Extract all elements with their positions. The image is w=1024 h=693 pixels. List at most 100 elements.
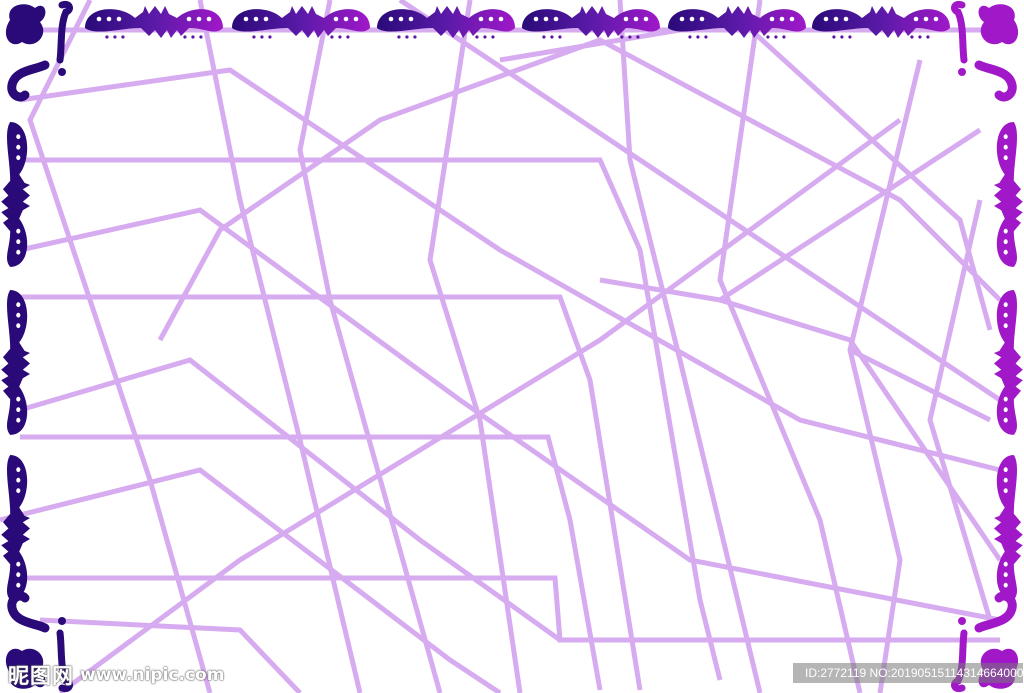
motif-dot bbox=[116, 16, 122, 22]
motif-dot bbox=[397, 35, 401, 39]
corner-motif bbox=[5, 591, 73, 693]
motif-shape bbox=[1, 455, 30, 600]
motif-dot bbox=[823, 16, 829, 22]
motif-dot bbox=[832, 35, 836, 39]
lattice-line bbox=[20, 157, 723, 681]
corner-dot bbox=[958, 68, 966, 76]
motif-dot bbox=[926, 35, 930, 39]
motif-dot bbox=[330, 35, 334, 39]
motif-dot bbox=[199, 35, 203, 39]
motif-dot bbox=[1003, 228, 1008, 234]
motif-dot bbox=[16, 561, 21, 567]
lattice-line bbox=[848, 347, 992, 423]
lattice-line bbox=[719, 297, 1003, 562]
motif-dot bbox=[16, 239, 21, 245]
motif-dot bbox=[16, 312, 21, 318]
motif-dot bbox=[1003, 239, 1008, 245]
motif-dot bbox=[1003, 582, 1008, 588]
motif-dot bbox=[633, 16, 639, 22]
motif-dot bbox=[16, 407, 21, 413]
motif-dot bbox=[16, 302, 21, 308]
border-motif bbox=[377, 6, 515, 39]
motif-dot bbox=[704, 35, 708, 39]
lattice-line bbox=[27, 0, 213, 693]
corner-swirl bbox=[5, 648, 46, 689]
corner-stroke bbox=[951, 0, 968, 64]
border-motif bbox=[522, 6, 660, 39]
border-motif bbox=[85, 6, 223, 39]
motif-dot bbox=[1003, 477, 1008, 483]
corner-hook bbox=[7, 60, 50, 102]
motif-dot bbox=[1003, 561, 1008, 567]
site-watermark: 昵图网 www.nipic.com bbox=[8, 660, 224, 690]
motif-dot bbox=[186, 16, 192, 22]
motif-dot bbox=[338, 35, 342, 39]
corner-hook bbox=[974, 591, 1017, 633]
lattice-line bbox=[20, 575, 1000, 643]
lattice-line bbox=[58, 117, 902, 693]
image-id-watermark: ID:2772119 NO:20190515114314664000 bbox=[793, 663, 1023, 683]
side-motif bbox=[1, 122, 30, 267]
motif-dot bbox=[553, 16, 559, 22]
corner-swirl bbox=[978, 4, 1019, 45]
motif-dot bbox=[96, 16, 102, 22]
motif-dot bbox=[121, 35, 125, 39]
motif-dot bbox=[346, 35, 350, 39]
motif-dot bbox=[196, 16, 202, 22]
border-motif bbox=[812, 6, 950, 39]
motif-dot bbox=[113, 35, 117, 39]
corner-dot bbox=[58, 617, 66, 625]
motif-dot bbox=[933, 16, 939, 22]
motif-dot bbox=[533, 16, 539, 22]
motif-dot bbox=[833, 16, 839, 22]
motif-shape bbox=[377, 6, 515, 38]
motif-dot bbox=[620, 35, 624, 39]
corner-swirl bbox=[5, 4, 46, 45]
watermark-url: www.nipic.com bbox=[80, 665, 225, 685]
side-motif bbox=[1, 290, 30, 435]
lattice-lines bbox=[0, 0, 1003, 693]
lattice-line bbox=[19, 357, 562, 643]
motif-dot bbox=[498, 16, 504, 22]
motif-dot bbox=[550, 35, 554, 39]
motif-dot bbox=[643, 16, 649, 22]
motif-shape bbox=[994, 455, 1023, 600]
motif-dot bbox=[623, 16, 629, 22]
motif-dot bbox=[840, 35, 844, 39]
side-motif bbox=[994, 290, 1023, 435]
side-motif bbox=[994, 455, 1023, 600]
motif-dot bbox=[263, 16, 269, 22]
corner-dot bbox=[958, 617, 966, 625]
motif-dot bbox=[1003, 488, 1008, 494]
lattice-line bbox=[717, 0, 863, 693]
lattice-line bbox=[19, 67, 1001, 473]
motif-dot bbox=[183, 35, 187, 39]
motif-dot bbox=[628, 35, 632, 39]
motif-shape bbox=[522, 6, 660, 38]
motif-dot bbox=[1003, 407, 1008, 413]
border-motif bbox=[668, 6, 806, 39]
lattice-line bbox=[427, 0, 523, 693]
motif-dot bbox=[923, 16, 929, 22]
motif-dot bbox=[913, 16, 919, 22]
motif-dot bbox=[848, 35, 852, 39]
motif-dot bbox=[333, 16, 339, 22]
corner-stroke bbox=[56, 629, 73, 693]
lattice-line bbox=[20, 434, 603, 691]
motif-dot bbox=[542, 35, 546, 39]
motif-dot bbox=[388, 16, 394, 22]
motif-dot bbox=[699, 16, 705, 22]
corner-motif bbox=[951, 0, 1019, 102]
motif-dot bbox=[779, 16, 785, 22]
motif-dot bbox=[1003, 249, 1008, 255]
motif-shape bbox=[994, 290, 1023, 435]
motif-dot bbox=[252, 35, 256, 39]
motif-dot bbox=[766, 35, 770, 39]
motif-dot bbox=[405, 35, 409, 39]
motif-dot bbox=[774, 35, 778, 39]
motif-dot bbox=[782, 35, 786, 39]
motif-dot bbox=[679, 16, 685, 22]
border-motif bbox=[232, 6, 370, 39]
motif-dot bbox=[16, 467, 21, 473]
